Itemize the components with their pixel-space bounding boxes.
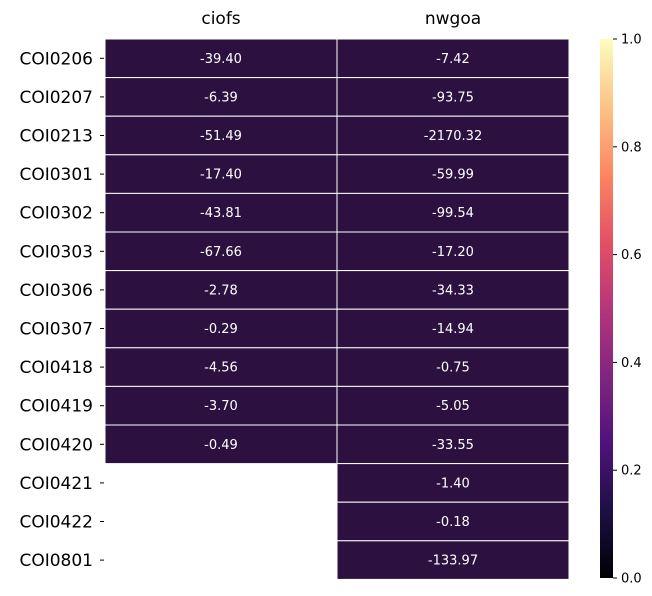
cell-value-label: -0.29: [204, 322, 238, 337]
cell-value-label: -0.75: [436, 361, 470, 376]
heatmap-cell: [336, 231, 570, 272]
colorbar-tick-label: 0.8: [621, 140, 642, 155]
cell-value-label: -0.49: [204, 438, 238, 453]
row-label: COI0213: [19, 127, 93, 147]
row-label: COI0301: [19, 165, 93, 185]
colorbar: [600, 39, 613, 578]
row-label: COI0303: [19, 242, 93, 262]
row-label: COI0206: [19, 49, 93, 69]
cell-value-label: -17.20: [432, 245, 474, 260]
cell-value-label: -3.70: [204, 399, 238, 414]
heatmap-cell: [104, 424, 338, 465]
heatmap-cell: [336, 424, 570, 465]
heatmap-cell: [336, 385, 570, 426]
row-label: COI0422: [19, 513, 93, 533]
row-label: COI0801: [19, 551, 93, 571]
colorbar-tick-label: 0.4: [621, 356, 642, 371]
colorbar-tick-label: 1.0: [621, 33, 642, 48]
row-label: COI0306: [19, 281, 93, 301]
cell-value-label: -43.81: [200, 206, 242, 221]
row-label: COI0421: [19, 474, 93, 494]
cell-value-label: -39.40: [200, 52, 242, 67]
cell-value-label: -0.18: [436, 515, 470, 530]
cell-value-label: -2170.32: [424, 129, 482, 144]
cell-value-label: -14.94: [432, 322, 474, 337]
heatmap-cell: [104, 347, 338, 387]
cell-value-label: -17.40: [200, 168, 242, 183]
heatmap-cell: [336, 308, 570, 349]
heatmap-cell: [336, 115, 570, 156]
heatmap-cell: [336, 347, 570, 387]
colorbar-tick-label: 0.0: [621, 572, 642, 587]
row-label: COI0420: [19, 435, 93, 455]
row-label: COI0418: [19, 358, 93, 378]
cell-value-label: -6.39: [204, 90, 238, 105]
cell-value-label: -7.42: [436, 52, 470, 67]
cell-value-label: -5.05: [436, 399, 470, 414]
cell-value-label: -67.66: [200, 245, 242, 260]
heatmap-cell: [336, 77, 570, 117]
heatmap-cell: [104, 77, 338, 117]
cell-value-label: -133.97: [428, 554, 478, 569]
heatmap-cell: [336, 463, 570, 503]
column-label: nwgoa: [425, 9, 481, 29]
row-label: COI0419: [19, 397, 93, 417]
heatmap-cell: [336, 540, 570, 580]
heatmap-cell: [104, 38, 338, 79]
cell-value-label: -33.55: [432, 438, 474, 453]
heatmap-cell: [104, 385, 338, 426]
heatmap-cell: [336, 38, 570, 79]
cell-value-label: -99.54: [432, 206, 474, 221]
colorbar-tick-label: 0.2: [621, 464, 642, 479]
heatmap-cell: [336, 154, 570, 194]
cell-value-label: -59.99: [432, 168, 474, 183]
cell-value-label: -1.40: [436, 476, 470, 491]
row-label: COI0207: [19, 88, 93, 108]
row-label: COI0302: [19, 204, 93, 224]
cell-value-label: -93.75: [432, 90, 474, 105]
cell-value-label: -51.49: [200, 129, 242, 144]
heatmap-cell: [336, 270, 570, 310]
column-label: ciofs: [201, 9, 240, 29]
cell-value-label: -2.78: [204, 283, 238, 298]
cell-value-label: -4.56: [204, 361, 238, 376]
cell-value-label: -34.33: [432, 283, 474, 298]
colorbar-tick-label: 0.6: [621, 248, 642, 263]
heatmap-cell: [336, 192, 570, 233]
row-label: COI0307: [19, 320, 93, 340]
heatmap-cell: [336, 501, 570, 542]
